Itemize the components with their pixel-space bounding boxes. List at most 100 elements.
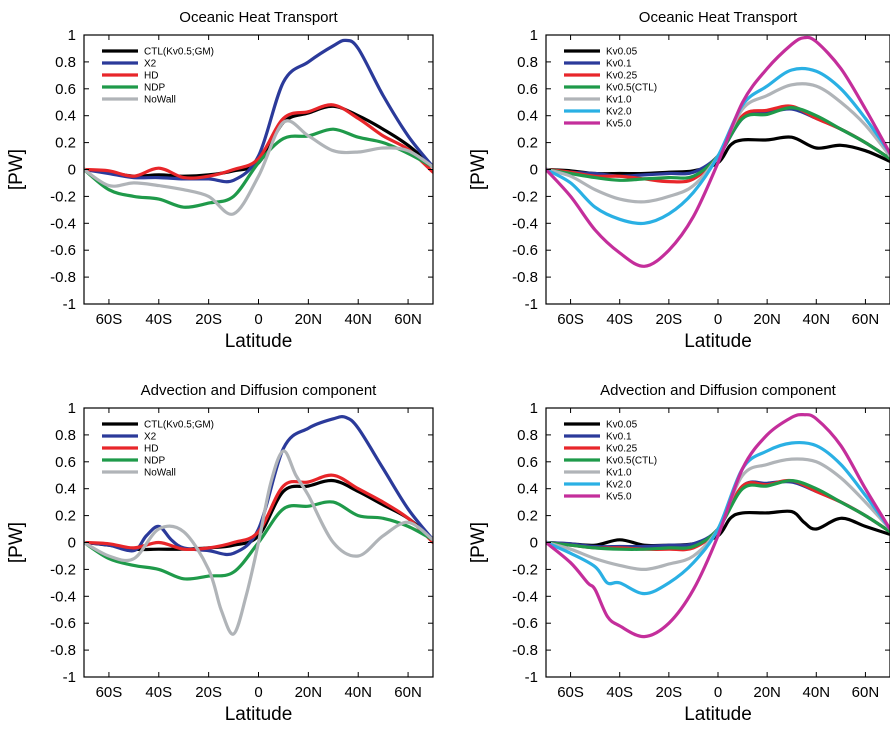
legend-label: Kv0.5(CTL) [606,456,657,467]
x-tick-label: 0 [254,684,262,701]
x-tick-label: 60S [557,311,584,328]
y-tick-label: 0.4 [517,481,538,498]
y-tick-label: 1 [530,400,538,417]
chart-panel-2: -1 -0.8 -0.6 -0.4 -0.2 0 0.2 0.4 0.6 0.8 1 60S 40S 20… [468,9,890,352]
chart-title: Advection and Diffusion component [600,382,837,399]
series-line-3 [84,103,433,180]
y-tick-label: 0 [530,535,538,552]
y-tick-label: -0.6 [512,242,538,259]
x-tick-label: 40S [145,311,172,328]
legend-label: HD [144,444,158,455]
chart-panel-4: -1 -0.8 -0.6 -0.4 -0.2 0 0.2 0.4 0.6 0.8 1 60S 40S 20… [468,382,890,725]
x-tick-label: 40S [606,684,633,701]
y-tick-label: -0.4 [50,215,76,232]
legend-label: NoWall [144,95,176,106]
y-tick-label: 0.4 [55,481,76,498]
y-axis-label: [PW] [468,149,489,190]
y-tick-label: 0.8 [55,54,76,71]
x-tick-label: 60N [852,684,880,701]
legend-label: Kv1.0 [606,95,632,106]
series-line-5 [84,449,433,636]
y-tick-label: -0.8 [512,642,538,659]
y-tick-label: -0.2 [50,188,76,205]
x-tick-label: 40N [803,311,831,328]
y-tick-label: 0.8 [517,54,538,71]
legend: Kv0.05Kv0.1Kv0.25Kv0.5(CTL)Kv1.0Kv2.0Kv5… [564,420,657,503]
legend: Kv0.05Kv0.1Kv0.25Kv0.5(CTL)Kv1.0Kv2.0Kv5… [564,47,657,130]
series-line-3 [84,473,433,552]
chart-panel-3: -1 -0.8 -0.6 -0.4 -0.2 0 0.2 0.4 0.6 0.8 1 60S 40S 20… [6,382,434,725]
chart-title: Oceanic Heat Transport [179,9,338,26]
y-tick-label: -0.6 [512,615,538,632]
y-axis-label: [PW] [6,149,27,190]
y-tick-label: -0.4 [50,588,76,605]
x-tick-label: 40S [145,684,172,701]
y-tick-label: -0.6 [50,242,76,259]
legend-label: Kv2.0 [606,107,632,118]
y-tick-label: -0.8 [512,269,538,286]
x-tick-label: 40N [344,684,372,701]
x-axis-label: Latitude [684,331,752,352]
series-line-7 [546,412,890,639]
x-tick-label: 20S [656,684,683,701]
legend-label: Kv1.0 [606,468,632,479]
x-axis-label: Latitude [225,704,293,725]
y-tick-label: 0.2 [55,508,76,525]
x-tick-label: 40N [344,311,372,328]
x-tick-label: 20N [295,684,323,701]
legend-label: Kv0.05 [606,47,638,58]
y-tick-label: -0.4 [512,588,538,605]
legend-label: Kv0.05 [606,420,638,431]
y-tick-label: -0.6 [50,615,76,632]
legend-label: CTL(Kv0.5;GM) [144,47,214,58]
y-axis-label: [PW] [6,522,27,563]
y-tick-label: 0.2 [55,135,76,152]
x-axis-label: Latitude [684,704,752,725]
y-tick-label: 0.2 [517,135,538,152]
x-tick-label: 0 [714,684,722,701]
x-tick-label: 20S [195,311,222,328]
series-line-7 [546,35,890,268]
legend-label: CTL(Kv0.5;GM) [144,420,214,431]
x-tick-label: 40N [803,684,831,701]
legend-label: Kv5.0 [606,119,632,130]
series-line-2 [84,415,433,557]
legend-label: Kv0.1 [606,432,632,443]
y-tick-label: -1 [63,296,76,313]
y-tick-label: 0 [530,162,538,179]
series-line-2 [84,38,433,184]
legend-label: NDP [144,456,165,467]
x-tick-label: 40S [606,311,633,328]
x-axis-label: Latitude [225,331,293,352]
y-tick-label: -1 [63,669,76,686]
y-axis-label: [PW] [468,522,489,563]
legend-label: X2 [144,432,157,443]
x-tick-label: 0 [254,311,262,328]
series-group [84,38,433,216]
y-tick-label: -0.4 [512,215,538,232]
legend-label: Kv0.1 [606,59,632,70]
y-tick-label: -0.2 [512,188,538,205]
series-line-6 [546,440,890,596]
x-tick-label: 60N [394,311,422,328]
x-tick-label: 20S [195,684,222,701]
y-tick-label: 1 [68,400,76,417]
y-tick-label: -0.8 [50,269,76,286]
y-tick-label: 0.4 [517,108,538,125]
y-tick-label: 0.8 [517,427,538,444]
x-tick-label: 60N [394,684,422,701]
legend-label: Kv0.25 [606,71,638,82]
series-group [546,35,890,268]
y-tick-label: 0.6 [55,81,76,98]
legend-label: NoWall [144,468,176,479]
series-line-5 [84,119,433,216]
y-tick-label: 0.6 [517,81,538,98]
y-tick-label: 0.4 [55,108,76,125]
x-tick-label: 60N [852,311,880,328]
y-tick-label: -0.2 [512,561,538,578]
chart-title: Advection and Diffusion component [141,382,378,399]
y-tick-label: -1 [525,669,538,686]
